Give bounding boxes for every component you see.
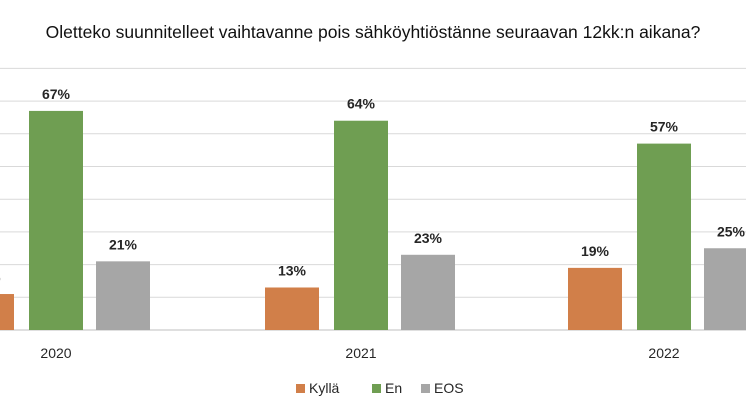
bar-kyllä-2020 <box>0 294 14 330</box>
data-label: 23% <box>414 230 443 246</box>
legend-item-en: En <box>372 380 402 396</box>
data-label: 13% <box>278 262 307 278</box>
category-label: 2022 <box>648 345 679 361</box>
bar-en-2021 <box>334 120 388 330</box>
legend-item-kyllä: Kyllä <box>296 380 340 396</box>
data-label: 64% <box>347 96 376 112</box>
bar-kyllä-2021 <box>265 287 319 330</box>
legend: Kyllä En EOS <box>296 380 464 396</box>
chart-title: Oletteko suunnitelleet vaihtavanne pois … <box>46 22 701 42</box>
data-label: 25% <box>717 223 746 239</box>
category-label: 2020 <box>40 345 71 361</box>
category-axis: 2020 2021 2022 <box>40 345 679 361</box>
category-label: 2021 <box>345 345 376 361</box>
legend-label: EOS <box>434 380 464 396</box>
legend-swatch <box>296 384 305 393</box>
data-label: 19% <box>581 243 610 259</box>
bar-eos-2021 <box>401 254 455 330</box>
legend-swatch <box>421 384 430 393</box>
data-labels: 11% 67% 21% 13% 64% 23% 19% 57% 25% <box>0 86 746 285</box>
legend-swatch <box>372 384 381 393</box>
legend-item-eos: EOS <box>421 380 464 396</box>
data-label: 67% <box>42 86 71 102</box>
bars <box>0 110 746 330</box>
legend-label: En <box>385 380 402 396</box>
bar-en-2022 <box>637 143 691 330</box>
data-label: 21% <box>109 236 138 252</box>
data-label: 11% <box>0 269 1 285</box>
bar-eos-2022 <box>704 248 746 330</box>
bar-eos-2020 <box>96 261 150 330</box>
bar-kyllä-2022 <box>568 267 622 330</box>
legend-label: Kyllä <box>309 380 340 396</box>
data-label: 57% <box>650 119 679 135</box>
bar-en-2020 <box>29 110 83 330</box>
